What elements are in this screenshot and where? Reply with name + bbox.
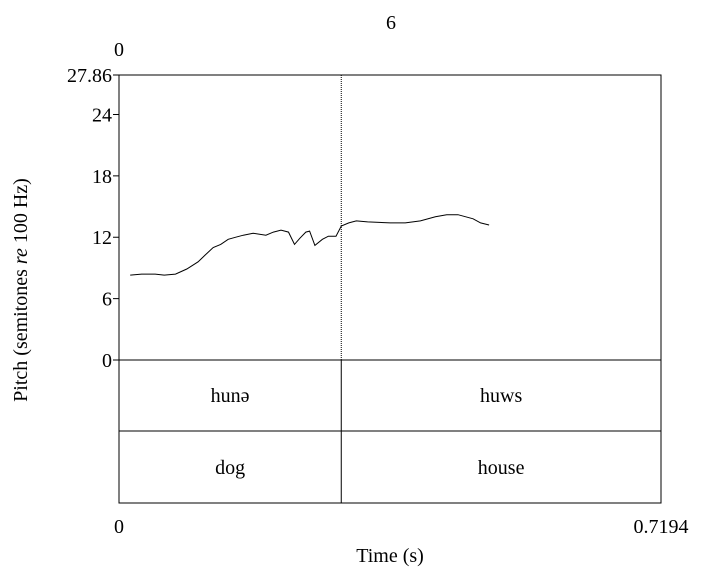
y-axis-label: Pitch (semitones re 100 Hz) bbox=[10, 178, 32, 402]
pitch-contour-line bbox=[130, 214, 490, 276]
y-tick-label: 12 bbox=[92, 227, 112, 249]
figure-number: 6 bbox=[386, 12, 396, 34]
x-tick-label-max: 0.7194 bbox=[634, 516, 689, 538]
tier-gloss-label: dog bbox=[215, 457, 245, 479]
x-tick-label-min: 0 bbox=[114, 516, 124, 538]
plot-frame bbox=[118, 74, 662, 504]
y-tick-label: 27.86 bbox=[67, 65, 112, 87]
tier-gloss-label: house bbox=[478, 457, 525, 479]
y-tick-label: 18 bbox=[92, 166, 112, 188]
tier-segment-label: hunə bbox=[211, 385, 250, 407]
y-tick-label: 6 bbox=[102, 289, 112, 311]
tier-segment-label: huws bbox=[480, 385, 522, 407]
y-axis-label-part: Pitch (semitones bbox=[10, 264, 32, 402]
top-x-label: 0 bbox=[114, 39, 124, 61]
y-tick-label: 24 bbox=[92, 104, 112, 126]
y-axis-label-part: 100 Hz) bbox=[10, 178, 32, 248]
y-axis: 0 6 12 18 24 27.86 bbox=[67, 65, 119, 372]
x-axis-label: Time (s) bbox=[356, 545, 424, 567]
y-axis-label-italic: re bbox=[10, 248, 32, 264]
y-tick-label: 0 bbox=[102, 350, 112, 372]
